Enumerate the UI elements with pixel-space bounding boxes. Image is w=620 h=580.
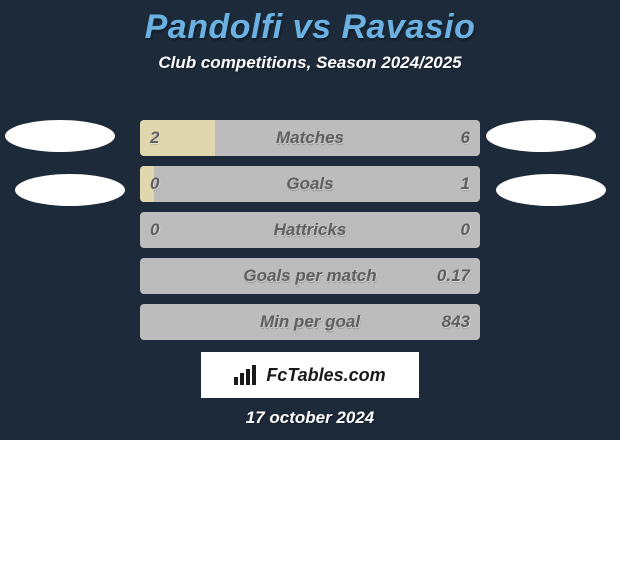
stat-label: Matches bbox=[140, 120, 480, 156]
page-subtitle: Club competitions, Season 2024/2025 bbox=[0, 53, 620, 73]
stat-label: Hattricks bbox=[140, 212, 480, 248]
stat-row: Goals per match0.17 bbox=[140, 258, 480, 294]
stat-label: Min per goal bbox=[140, 304, 480, 340]
page-title: Pandolfi vs Ravasio bbox=[0, 0, 620, 47]
comparison-card: Pandolfi vs Ravasio Club competitions, S… bbox=[0, 0, 620, 440]
brand-box[interactable]: FcTables.com bbox=[201, 352, 419, 398]
stat-label: Goals bbox=[140, 166, 480, 202]
stat-label: Goals per match bbox=[140, 258, 480, 294]
stat-rows: 2Matches60Goals10Hattricks0Goals per mat… bbox=[140, 120, 480, 350]
stat-row: 0Hattricks0 bbox=[140, 212, 480, 248]
page-root: Pandolfi vs Ravasio Club competitions, S… bbox=[0, 0, 620, 580]
stat-row: 2Matches6 bbox=[140, 120, 480, 156]
stat-right-value: 0 bbox=[461, 212, 470, 248]
stat-right-value: 6 bbox=[461, 120, 470, 156]
stat-right-value: 843 bbox=[442, 304, 470, 340]
bars-icon bbox=[234, 365, 260, 385]
stat-row: Min per goal843 bbox=[140, 304, 480, 340]
brand-text: FcTables.com bbox=[266, 365, 385, 386]
player-left-badge-1 bbox=[5, 120, 115, 152]
stat-right-value: 1 bbox=[461, 166, 470, 202]
date-text: 17 october 2024 bbox=[0, 408, 620, 428]
stat-row: 0Goals1 bbox=[140, 166, 480, 202]
player-right-badge-2 bbox=[496, 174, 606, 206]
player-left-badge-2 bbox=[15, 174, 125, 206]
player-right-badge-1 bbox=[486, 120, 596, 152]
stat-right-value: 0.17 bbox=[437, 258, 470, 294]
